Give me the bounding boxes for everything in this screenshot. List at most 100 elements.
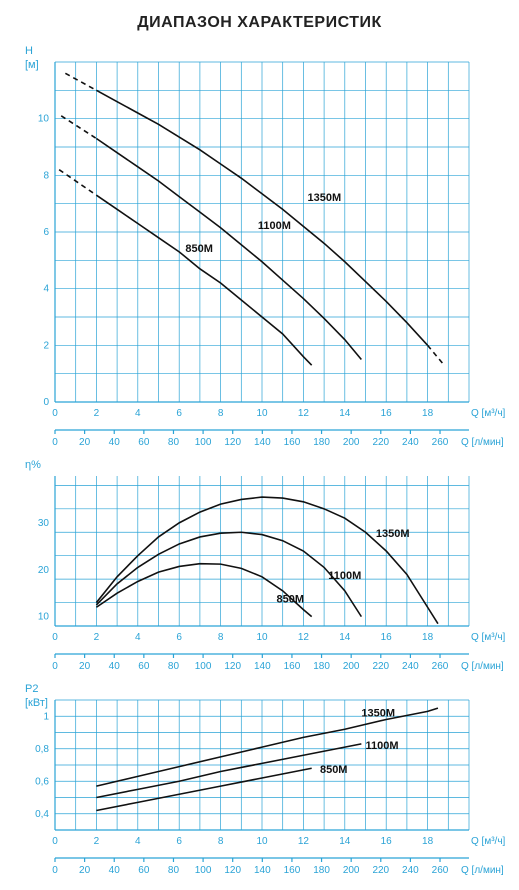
svg-text:0: 0 xyxy=(52,408,58,419)
svg-text:2: 2 xyxy=(43,340,49,351)
svg-text:8: 8 xyxy=(218,836,224,847)
svg-text:Q [л/мин]: Q [л/мин] xyxy=(461,865,504,876)
svg-text:30: 30 xyxy=(38,518,50,529)
svg-text:6: 6 xyxy=(176,836,182,847)
svg-text:18: 18 xyxy=(422,408,434,419)
svg-text:4: 4 xyxy=(135,408,141,419)
series-label-1350M: 1350М xyxy=(308,192,342,204)
svg-text:0: 0 xyxy=(52,836,58,847)
svg-text:16: 16 xyxy=(381,632,393,643)
svg-text:1: 1 xyxy=(43,711,49,722)
svg-text:100: 100 xyxy=(195,437,212,448)
svg-text:6: 6 xyxy=(43,227,49,238)
svg-text:100: 100 xyxy=(195,865,212,876)
svg-text:12: 12 xyxy=(298,836,310,847)
grid xyxy=(55,476,469,626)
svg-text:260: 260 xyxy=(432,437,449,448)
svg-text:20: 20 xyxy=(79,437,91,448)
svg-text:220: 220 xyxy=(372,865,389,876)
chart-power: 0,40,60,81P2[кВт]024681012141618Q [м³/ч]… xyxy=(10,676,509,880)
svg-text:40: 40 xyxy=(109,865,121,876)
svg-text:[кВт]: [кВт] xyxy=(25,697,48,709)
svg-text:80: 80 xyxy=(168,865,180,876)
svg-text:0: 0 xyxy=(52,661,58,672)
svg-text:220: 220 xyxy=(372,661,389,672)
svg-text:180: 180 xyxy=(313,437,330,448)
svg-text:40: 40 xyxy=(109,661,121,672)
svg-text:Q [л/мин]: Q [л/мин] xyxy=(461,661,504,672)
svg-text:180: 180 xyxy=(313,661,330,672)
svg-text:6: 6 xyxy=(176,408,182,419)
svg-text:100: 100 xyxy=(195,661,212,672)
series-label-1350M: 1350М xyxy=(376,528,410,540)
curve-1350M-dash xyxy=(65,73,96,90)
series-label-1100M: 1100М xyxy=(328,570,361,582)
svg-text:12: 12 xyxy=(298,632,310,643)
svg-text:12: 12 xyxy=(298,408,310,419)
svg-text:8: 8 xyxy=(218,632,224,643)
svg-text:0: 0 xyxy=(52,632,58,643)
svg-text:200: 200 xyxy=(343,865,360,876)
svg-text:240: 240 xyxy=(402,661,419,672)
svg-text:4: 4 xyxy=(135,632,141,643)
svg-text:6: 6 xyxy=(176,632,182,643)
svg-text:140: 140 xyxy=(254,661,271,672)
svg-text:10: 10 xyxy=(256,836,268,847)
series-label-1100M: 1100М xyxy=(258,220,291,232)
svg-text:0: 0 xyxy=(52,865,58,876)
svg-text:[м]: [м] xyxy=(25,59,39,71)
svg-text:0: 0 xyxy=(52,437,58,448)
svg-text:60: 60 xyxy=(138,661,150,672)
svg-text:4: 4 xyxy=(43,284,49,295)
chart-efficiency: 102030η%024681012141618Q [м³/ч]020406080… xyxy=(10,452,509,676)
grid xyxy=(55,700,469,830)
curve-850M-dash xyxy=(59,170,96,196)
svg-text:Q [л/мин]: Q [л/мин] xyxy=(461,437,504,448)
svg-text:220: 220 xyxy=(372,437,389,448)
svg-text:20: 20 xyxy=(38,565,50,576)
svg-text:160: 160 xyxy=(284,865,301,876)
svg-text:160: 160 xyxy=(284,661,301,672)
svg-text:8: 8 xyxy=(43,170,49,181)
svg-text:10: 10 xyxy=(38,612,50,623)
svg-text:60: 60 xyxy=(138,437,150,448)
svg-text:80: 80 xyxy=(168,661,180,672)
svg-text:140: 140 xyxy=(254,865,271,876)
svg-text:2: 2 xyxy=(94,408,100,419)
series-label-1350M: 1350М xyxy=(361,707,395,719)
svg-text:0,6: 0,6 xyxy=(35,776,49,787)
svg-text:η%: η% xyxy=(25,459,41,471)
svg-text:8: 8 xyxy=(218,408,224,419)
svg-text:20: 20 xyxy=(79,661,91,672)
svg-text:16: 16 xyxy=(381,408,393,419)
svg-text:16: 16 xyxy=(381,836,393,847)
svg-text:60: 60 xyxy=(138,865,150,876)
svg-text:14: 14 xyxy=(339,836,351,847)
svg-text:120: 120 xyxy=(224,437,241,448)
svg-text:10: 10 xyxy=(256,408,268,419)
svg-text:18: 18 xyxy=(422,836,434,847)
chart-head: 0246810H[м]024681012141618Q [м³/ч]020406… xyxy=(10,38,509,452)
svg-text:0,8: 0,8 xyxy=(35,744,49,755)
svg-text:14: 14 xyxy=(339,632,351,643)
svg-text:10: 10 xyxy=(256,632,268,643)
svg-text:120: 120 xyxy=(224,661,241,672)
chart-title: ДИАПАЗОН ХАРАКТЕРИСТИК xyxy=(10,14,509,32)
svg-text:2: 2 xyxy=(94,836,100,847)
curve-850M xyxy=(96,564,311,617)
curve-1350M-dash-end xyxy=(428,345,445,365)
curve-1100M xyxy=(96,139,361,360)
svg-text:140: 140 xyxy=(254,437,271,448)
svg-text:0: 0 xyxy=(43,397,49,408)
series-label-850M: 850М xyxy=(276,594,304,606)
svg-text:260: 260 xyxy=(432,865,449,876)
svg-text:Q [м³/ч]: Q [м³/ч] xyxy=(471,836,506,847)
curve-1100M-dash xyxy=(61,116,96,139)
svg-text:H: H xyxy=(25,45,33,57)
svg-text:240: 240 xyxy=(402,437,419,448)
svg-text:2: 2 xyxy=(94,632,100,643)
svg-text:20: 20 xyxy=(79,865,91,876)
svg-text:260: 260 xyxy=(432,661,449,672)
svg-text:10: 10 xyxy=(38,114,50,125)
curve-1100M xyxy=(96,532,361,616)
